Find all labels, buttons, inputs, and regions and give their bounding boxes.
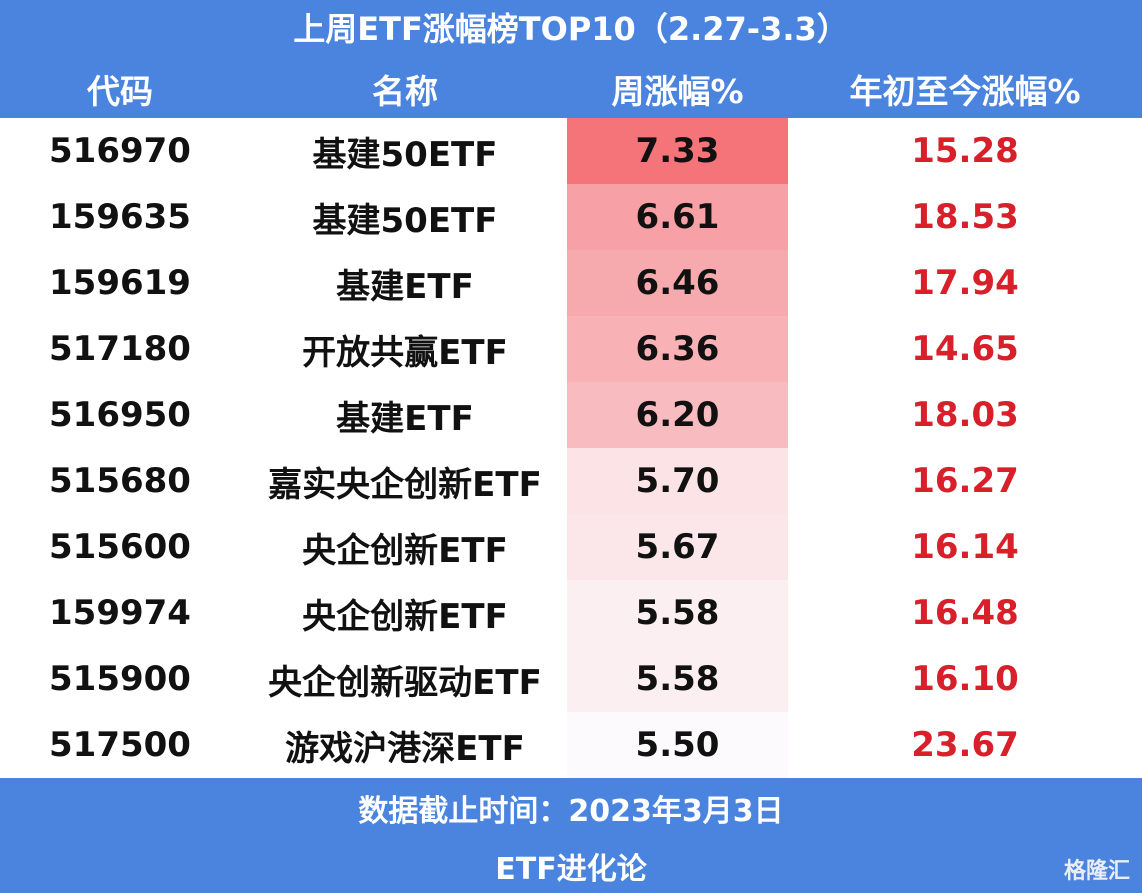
column-header: 年初至今涨幅% (849, 72, 1081, 111)
footer: 数据截止时间：2023年3月3日 ETF进化论 格隆汇 (0, 778, 1142, 893)
weekly-change: 5.58 (567, 646, 788, 712)
name: 嘉实央企创新ETF (268, 464, 542, 505)
name: 基建50ETF (312, 134, 498, 175)
table-row: 159974 央企创新ETF 5.58 16.48 (0, 580, 1142, 646)
name: 基建50ETF (312, 200, 498, 241)
header-row: 代码 名称 周涨幅% 年初至今涨幅% (0, 60, 1142, 118)
table-row: 516950 基建ETF 6.20 18.03 (0, 382, 1142, 448)
weekly-change: 5.70 (567, 448, 788, 514)
code: 515600 (49, 527, 191, 567)
weekly-change: 6.46 (567, 250, 788, 316)
weekly-change: 5.50 (567, 712, 788, 778)
code: 159974 (49, 593, 191, 633)
weekly-change: 5.67 (567, 514, 788, 580)
table-row: 515600 央企创新ETF 5.67 16.14 (0, 514, 1142, 580)
code: 159619 (49, 263, 191, 303)
ytd-change: 18.53 (911, 197, 1019, 237)
code: 515680 (49, 461, 191, 501)
code: 516950 (49, 395, 191, 435)
ytd-change: 16.14 (911, 527, 1019, 567)
column-header: 代码 (87, 72, 153, 111)
table-row: 517500 游戏沪港深ETF 5.50 23.67 (0, 712, 1142, 778)
code: 517500 (49, 725, 191, 765)
ytd-change: 14.65 (911, 329, 1019, 369)
ytd-change: 15.28 (911, 131, 1019, 171)
name: 基建ETF (336, 398, 474, 439)
table-row: 515900 央企创新驱动ETF 5.58 16.10 (0, 646, 1142, 712)
ytd-change: 16.10 (911, 659, 1019, 699)
table-row: 516970 基建50ETF 7.33 15.28 (0, 118, 1142, 184)
name: 央企创新ETF (302, 596, 508, 637)
footer-source: ETF进化论 (495, 852, 647, 887)
table-row: 517180 开放共赢ETF 6.36 14.65 (0, 316, 1142, 382)
name: 开放共赢ETF (302, 332, 508, 373)
ytd-change: 17.94 (911, 263, 1019, 303)
weekly-change: 5.58 (567, 580, 788, 646)
ytd-change: 16.48 (911, 593, 1019, 633)
table-row: 515680 嘉实央企创新ETF 5.70 16.27 (0, 448, 1142, 514)
name: 央企创新ETF (302, 530, 508, 571)
table-row: 159635 基建50ETF 6.61 18.53 (0, 184, 1142, 250)
watermark: 格隆汇 (1063, 859, 1130, 884)
column-header: 名称 (372, 72, 438, 111)
ytd-change: 18.03 (911, 395, 1019, 435)
code: 515900 (49, 659, 191, 699)
weekly-change: 6.36 (567, 316, 788, 382)
column-header: 周涨幅% (611, 72, 744, 111)
ytd-change: 23.67 (911, 725, 1019, 765)
code: 516970 (49, 131, 191, 171)
name: 基建ETF (336, 266, 474, 307)
title: 上周ETF涨幅榜TOP10（2.27-3.3） (0, 0, 1142, 60)
code: 517180 (49, 329, 191, 369)
name: 央企创新驱动ETF (268, 662, 542, 703)
weekly-change: 6.20 (567, 382, 788, 448)
ytd-change: 16.27 (911, 461, 1019, 501)
weekly-change: 6.61 (567, 184, 788, 250)
footer-note: 数据截止时间：2023年3月3日 (358, 794, 784, 829)
table-row: 159619 基建ETF 6.46 17.94 (0, 250, 1142, 316)
code: 159635 (49, 197, 191, 237)
name: 游戏沪港深ETF (285, 728, 525, 769)
weekly-change: 7.33 (567, 118, 788, 184)
